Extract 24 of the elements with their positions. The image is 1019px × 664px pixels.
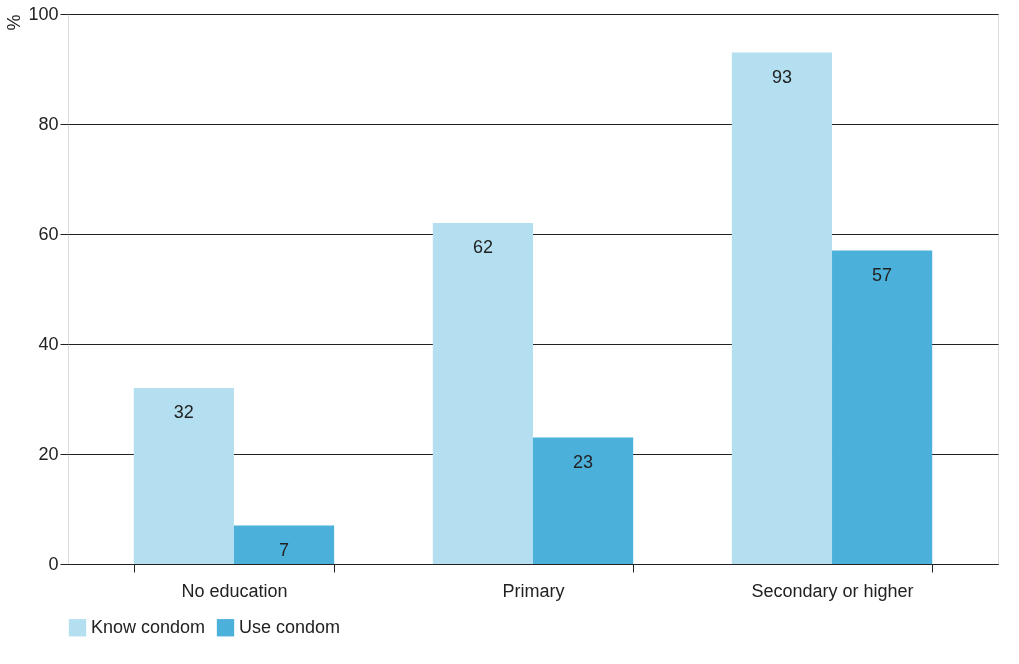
x-tick-label: Secondary or higher — [751, 580, 914, 601]
data-label: 93 — [771, 66, 792, 87]
bar — [533, 437, 634, 564]
data-label: 62 — [472, 237, 493, 257]
bar — [832, 250, 933, 564]
y-axis-title: % — [3, 14, 24, 31]
bar — [233, 525, 335, 564]
data-label: 32 — [173, 402, 194, 422]
y-tick-label: 40 — [38, 333, 59, 354]
y-tick-label: 80 — [38, 113, 59, 134]
y-tick-label: 0 — [48, 553, 59, 574]
bar — [731, 52, 833, 564]
bar — [133, 388, 234, 564]
x-tick-label: Primary — [502, 580, 565, 601]
y-tick-label: 100 — [28, 3, 59, 24]
x-tick-label: No education — [181, 580, 288, 601]
bar — [432, 223, 533, 564]
data-label: 23 — [573, 451, 594, 472]
y-tick-label: 60 — [38, 223, 59, 244]
y-tick-label: 20 — [38, 443, 59, 464]
data-label: 7 — [279, 539, 290, 560]
data-label: 57 — [872, 264, 893, 285]
legend-label: Know condom — [91, 616, 206, 637]
legend-label: Use condom — [239, 616, 341, 637]
